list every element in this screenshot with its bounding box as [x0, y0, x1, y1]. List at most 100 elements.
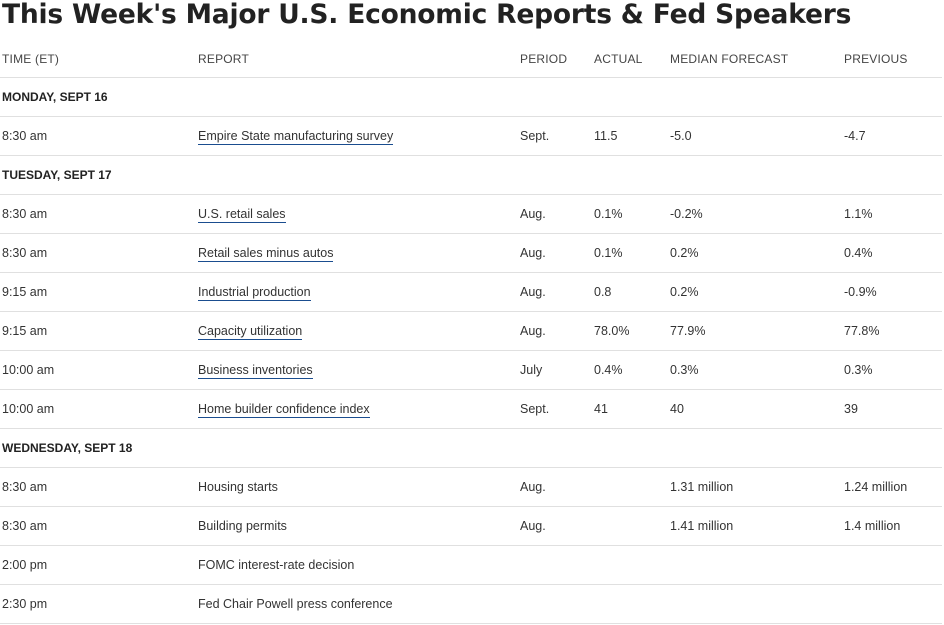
- cell-time: 10:00 am: [0, 389, 198, 429]
- cell-report: Retail sales minus autos: [198, 233, 520, 273]
- cell-period: Aug.: [520, 467, 594, 507]
- header-report: REPORT: [198, 41, 520, 78]
- cell-actual: 0.4%: [594, 350, 670, 390]
- cell-median: -5.0: [670, 116, 844, 156]
- table-row: 9:15 am Industrial production Aug. 0.8 0.2% -…: [0, 272, 942, 312]
- cell-actual: [594, 545, 670, 585]
- cell-previous: 1.4 million: [844, 506, 942, 546]
- table-row: 10:00 am Business inventories July 0.4% 0.3%…: [0, 350, 942, 390]
- cell-period: Aug.: [520, 233, 594, 273]
- table-row: 9:15 am Capacity utilization Aug. 78.0% 77.9…: [0, 311, 942, 351]
- report-name: Housing starts: [198, 480, 278, 494]
- cell-time: 8:30 am: [0, 194, 198, 234]
- cell-time: 8:30 am: [0, 233, 198, 273]
- report-name: Building permits: [198, 519, 287, 533]
- cell-previous: 1.24 million: [844, 467, 942, 507]
- report-link[interactable]: Capacity utilization: [198, 324, 303, 340]
- cell-actual: 11.5: [594, 116, 670, 156]
- cell-time: 9:15 am: [0, 272, 198, 312]
- header-median-forecast: MEDIAN FORECAST: [670, 41, 844, 78]
- cell-actual: 0.8: [594, 272, 670, 312]
- cell-time: 8:30 am: [0, 506, 198, 546]
- cell-report: Housing starts: [198, 467, 520, 507]
- cell-period: July: [520, 350, 594, 390]
- cell-actual: 78.0%: [594, 311, 670, 351]
- table-row: 2:30 pm Fed Chair Powell press conference: [0, 584, 942, 624]
- cell-actual: 0.1%: [594, 194, 670, 234]
- report-name: FOMC interest-rate decision: [198, 558, 355, 572]
- cell-previous: 39: [844, 389, 942, 429]
- cell-actual: 41: [594, 389, 670, 429]
- cell-actual: 0.1%: [594, 233, 670, 273]
- day-label: MONDAY, SEPT 16: [0, 77, 942, 117]
- cell-report: Capacity utilization: [198, 311, 520, 351]
- report-name: Fed Chair Powell press conference: [198, 597, 393, 611]
- cell-time: 2:30 pm: [0, 584, 198, 624]
- cell-median: [670, 545, 844, 585]
- page-title: This Week's Major U.S. Economic Reports …: [2, 0, 852, 30]
- cell-report: Building permits: [198, 506, 520, 546]
- cell-report: Industrial production: [198, 272, 520, 312]
- cell-time: 10:00 am: [0, 350, 198, 390]
- cell-report: U.S. retail sales: [198, 194, 520, 234]
- cell-median: 1.31 million: [670, 467, 844, 507]
- header-previous: PREVIOUS: [844, 41, 942, 78]
- cell-time: 2:00 pm: [0, 545, 198, 585]
- cell-report: Empire State manufacturing survey: [198, 116, 520, 156]
- report-link[interactable]: Empire State manufacturing survey: [198, 129, 394, 145]
- table-row: 8:30 am Retail sales minus autos Aug. 0.1% 0…: [0, 233, 942, 273]
- cell-period: Aug.: [520, 272, 594, 312]
- day-header-row: TUESDAY, SEPT 17: [0, 155, 942, 195]
- cell-actual: [594, 467, 670, 507]
- cell-previous: -4.7: [844, 116, 942, 156]
- table-row: 8:30 am U.S. retail sales Aug. 0.1% -0.2% 1.1…: [0, 194, 942, 234]
- day-label: TUESDAY, SEPT 17: [0, 155, 942, 195]
- cell-previous: 1.1%: [844, 194, 942, 234]
- report-link[interactable]: Business inventories: [198, 363, 313, 379]
- cell-median: [670, 584, 844, 624]
- cell-previous: -0.9%: [844, 272, 942, 312]
- day-header-row: MONDAY, SEPT 16: [0, 77, 942, 117]
- economic-reports-table: TIME (ET) REPORT PERIOD ACTUAL MEDIAN FO…: [0, 41, 942, 624]
- cell-period: Sept.: [520, 116, 594, 156]
- table-row: 10:00 am Home builder confidence index Sep…: [0, 389, 942, 429]
- cell-report: Home builder confidence index: [198, 389, 520, 429]
- cell-report: FOMC interest-rate decision: [198, 545, 520, 585]
- cell-time: 9:15 am: [0, 311, 198, 351]
- cell-report: Business inventories: [198, 350, 520, 390]
- report-link[interactable]: U.S. retail sales: [198, 207, 286, 223]
- table-header-row: TIME (ET) REPORT PERIOD ACTUAL MEDIAN FO…: [0, 41, 942, 78]
- cell-median: 0.2%: [670, 233, 844, 273]
- cell-time: 8:30 am: [0, 467, 198, 507]
- report-link[interactable]: Home builder confidence index: [198, 402, 370, 418]
- header-time: TIME (ET): [0, 41, 198, 78]
- table-row: 8:30 am Housing starts Aug. 1.31 million 1.2…: [0, 467, 942, 507]
- report-link[interactable]: Retail sales minus autos: [198, 246, 334, 262]
- table-row: 2:00 pm FOMC interest-rate decision: [0, 545, 942, 585]
- cell-period: Aug.: [520, 506, 594, 546]
- report-link[interactable]: Industrial production: [198, 285, 311, 301]
- cell-median: 0.2%: [670, 272, 844, 312]
- cell-median: 40: [670, 389, 844, 429]
- day-label: WEDNESDAY, SEPT 18: [0, 428, 942, 468]
- header-actual: ACTUAL: [594, 41, 670, 78]
- cell-median: 0.3%: [670, 350, 844, 390]
- cell-period: [520, 584, 594, 624]
- cell-median: 1.41 million: [670, 506, 844, 546]
- cell-actual: [594, 584, 670, 624]
- cell-actual: [594, 506, 670, 546]
- cell-previous: 0.3%: [844, 350, 942, 390]
- cell-previous: [844, 545, 942, 585]
- cell-report: Fed Chair Powell press conference: [198, 584, 520, 624]
- table-body: MONDAY, SEPT 16 8:30 am Empire State manuf…: [0, 77, 942, 624]
- cell-period: [520, 545, 594, 585]
- cell-period: Aug.: [520, 194, 594, 234]
- table-row: 8:30 am Building permits Aug. 1.41 million 1…: [0, 506, 942, 546]
- cell-previous: 77.8%: [844, 311, 942, 351]
- cell-time: 8:30 am: [0, 116, 198, 156]
- day-header-row: WEDNESDAY, SEPT 18: [0, 428, 942, 468]
- cell-period: Sept.: [520, 389, 594, 429]
- cell-previous: 0.4%: [844, 233, 942, 273]
- cell-median: 77.9%: [670, 311, 844, 351]
- cell-period: Aug.: [520, 311, 594, 351]
